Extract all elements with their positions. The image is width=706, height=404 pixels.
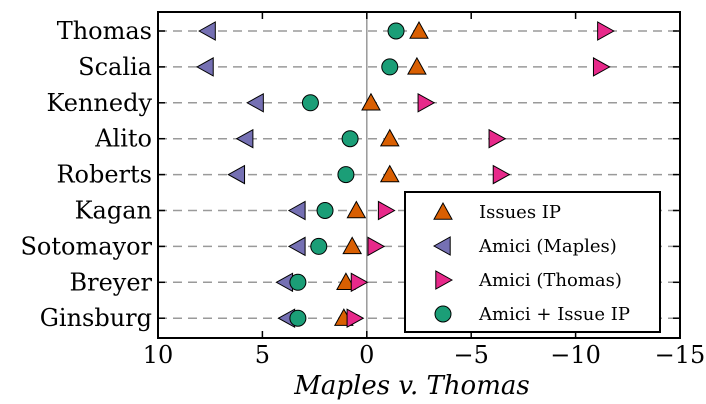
data-point-triangle-up-kagan xyxy=(346,200,367,219)
data-point-circle-scalia xyxy=(381,58,399,76)
data-point-triangle-up-thomas xyxy=(409,20,429,39)
data-point-triangle-up-breyer xyxy=(336,272,356,290)
category-label-thomas: Thomas xyxy=(57,17,152,45)
legend-label: Issues IP xyxy=(479,202,561,223)
legend-label: Amici (Maples) xyxy=(478,236,617,257)
legend-marker-triangle-up xyxy=(433,201,453,220)
category-label-breyer: Breyer xyxy=(69,268,152,296)
data-point-triangle-right-roberts xyxy=(492,164,511,185)
data-point-circle-roberts xyxy=(337,166,355,184)
data-point-circle-kagan xyxy=(316,202,334,219)
legend-marker-triangle-left xyxy=(432,236,451,256)
legend-marker-circle xyxy=(434,305,452,323)
data-point-circle-breyer xyxy=(289,273,307,291)
data-point-circle-kennedy xyxy=(301,94,319,112)
data-point-circle-sotomayor xyxy=(310,237,328,255)
data-point-triangle-up-sotomayor xyxy=(342,236,363,255)
data-point-triangle-right-breyer xyxy=(350,272,369,293)
category-label-scalia: Scalia xyxy=(78,53,152,81)
legend-marker-triangle-right xyxy=(435,270,454,290)
x-tick-label: 10 xyxy=(143,341,174,369)
category-label-ginsburg: Ginsburg xyxy=(40,304,152,332)
data-point-triangle-left-kagan xyxy=(287,200,306,221)
label-layer: 10 5 0 −5 −10 −15 Thomas Scalia Kennedy Alito Robe… xyxy=(20,17,705,369)
data-point-triangle-up-roberts xyxy=(379,164,400,183)
data-point-triangle-left-thomas xyxy=(198,21,216,41)
data-point-triangle-left-sotomayor xyxy=(287,236,306,257)
marks-layer xyxy=(195,20,615,329)
data-point-triangle-up-alito xyxy=(379,128,400,147)
data-point-triangle-left-kennedy xyxy=(246,92,264,113)
category-label-sotomayor: Sotomayor xyxy=(20,232,152,260)
legend: Issues IP Amici (Maples) Amici (Thomas) Ami… xyxy=(404,191,661,333)
legend-label: Amici + Issue IP xyxy=(478,304,630,325)
data-point-circle-thomas xyxy=(387,22,405,40)
data-point-triangle-right-thomas xyxy=(597,21,615,41)
data-point-triangle-up-scalia xyxy=(407,56,427,75)
x-axis-label: Maples v. Thomas xyxy=(293,371,529,401)
data-point-triangle-right-kagan xyxy=(377,200,396,221)
data-point-circle-alito xyxy=(341,130,359,148)
data-point-triangle-left-scalia xyxy=(195,57,214,77)
data-point-triangle-right-sotomayor xyxy=(367,236,386,257)
x-tick-label: −15 xyxy=(655,341,706,369)
category-label-alito: Alito xyxy=(94,125,152,153)
data-point-triangle-left-alito xyxy=(235,128,254,149)
data-point-triangle-left-roberts xyxy=(227,164,246,185)
x-tick-label: 5 xyxy=(255,341,270,369)
category-label-kagan: Kagan xyxy=(75,197,152,225)
x-tick-label: −10 xyxy=(550,341,601,369)
legend-label: Amici (Thomas) xyxy=(478,270,622,291)
category-label-kennedy: Kennedy xyxy=(46,89,152,117)
data-point-circle-ginsburg xyxy=(289,309,307,327)
data-point-triangle-right-alito xyxy=(488,128,507,149)
data-point-triangle-up-kennedy xyxy=(361,92,381,111)
frame-layer xyxy=(157,11,681,339)
x-tick-label: −5 xyxy=(454,341,489,369)
data-point-triangle-right-kennedy xyxy=(417,92,436,113)
category-label-roberts: Roberts xyxy=(56,161,152,189)
x-tick-label: 0 xyxy=(359,341,374,369)
data-point-triangle-right-scalia xyxy=(592,57,611,77)
data-point-triangle-right-ginsburg xyxy=(346,308,365,329)
